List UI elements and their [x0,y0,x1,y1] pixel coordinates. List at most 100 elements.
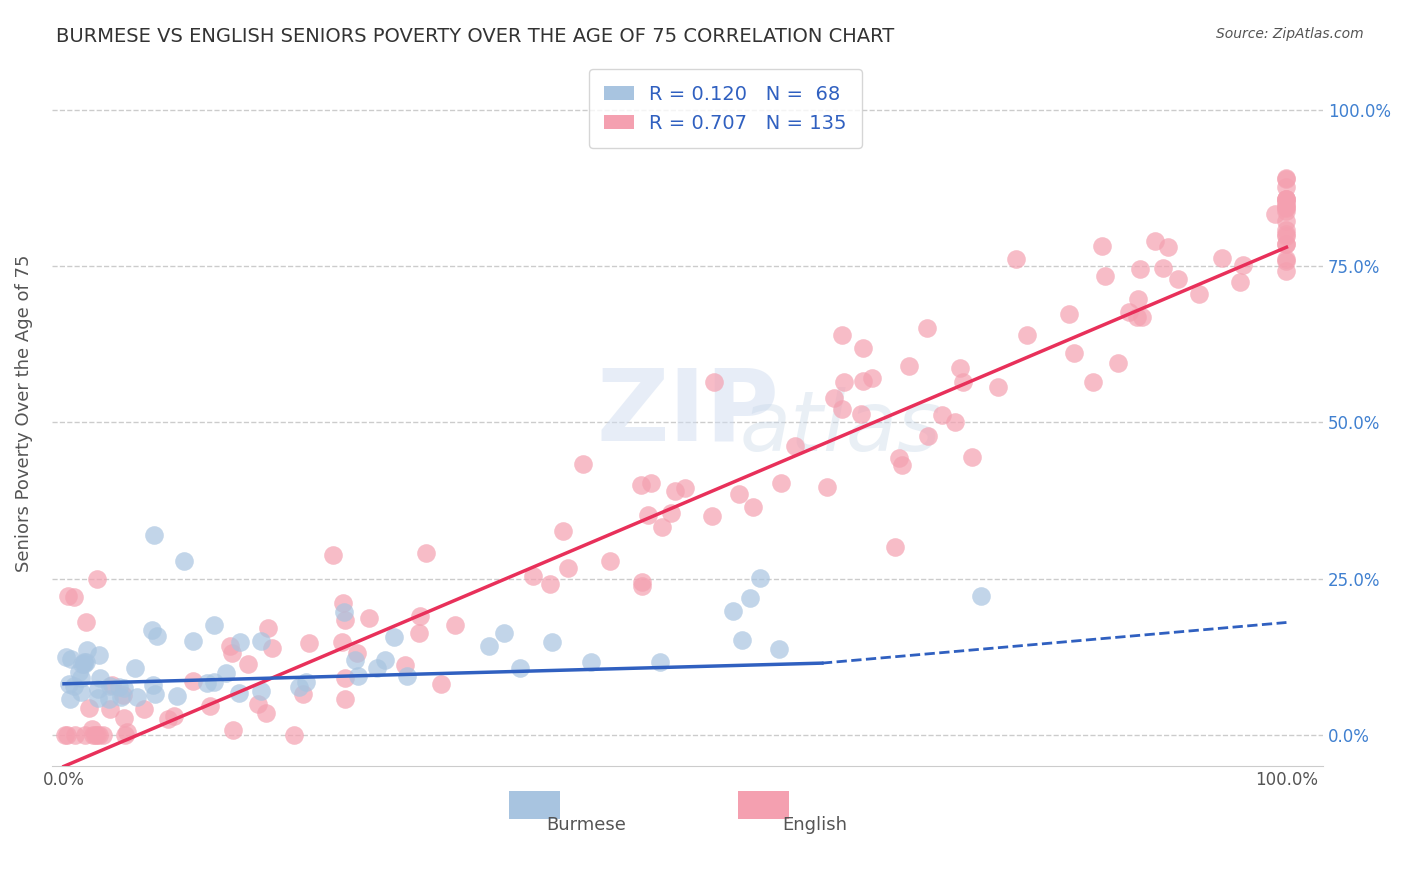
Point [553,524,575,539]
Point [115,725,138,739]
Point [166,689,188,703]
Point [69,685,91,699]
Point [494,625,516,640]
Point [783,439,806,453]
Point [664,483,686,498]
Point [1091,238,1114,252]
Point [1275,179,1298,194]
Y-axis label: Seniors Poverty Over the Age of 75: Seniors Poverty Over the Age of 75 [15,254,32,572]
Point [637,508,659,522]
Point [1275,170,1298,185]
Point [142,677,165,691]
Point [917,320,939,334]
FancyBboxPatch shape [509,791,561,820]
Point [260,640,283,655]
Point [538,576,561,591]
Point [142,528,165,542]
Point [1275,252,1298,267]
Point [1275,201,1298,215]
Point [87,682,110,697]
Point [415,546,437,560]
Point [1275,214,1298,228]
Point [1275,194,1298,209]
Point [298,636,321,650]
Point [295,675,318,690]
Text: BURMESE VS ENGLISH SENIORS POVERTY OVER THE AGE OF 75 CORRELATION CHART: BURMESE VS ENGLISH SENIORS POVERTY OVER … [56,27,894,45]
Point [960,450,983,464]
Point [1275,237,1298,252]
Point [108,680,131,694]
Point [728,487,751,501]
Point [738,591,761,605]
Point [1188,287,1211,301]
Point [1211,251,1233,265]
Point [721,604,744,618]
Point [288,680,311,694]
Point [599,554,621,568]
Point [1275,203,1298,218]
Point [366,661,388,675]
Point [100,678,122,692]
Point [897,359,920,373]
Point [145,687,167,701]
Point [111,688,134,702]
Text: English: English [782,816,846,834]
Point [86,572,108,586]
Point [931,408,953,422]
Point [579,656,602,670]
Point [59,651,82,665]
Point [509,660,531,674]
Point [917,428,939,442]
Point [86,728,108,742]
Point [852,374,875,388]
Point [1063,346,1085,360]
Point [56,728,79,742]
Point [1275,192,1298,206]
Point [221,646,243,660]
Point [1275,200,1298,214]
Point [1275,264,1298,278]
Point [630,478,652,492]
Point [1125,310,1147,324]
Point [83,728,105,742]
Point [112,711,135,725]
Point [1275,236,1298,251]
Point [1275,227,1298,241]
Legend: R = 0.120   N =  68, R = 0.707   N = 135: R = 0.120 N = 68, R = 0.707 N = 135 [589,70,862,148]
Point [254,706,277,721]
Point [557,561,579,575]
Point [374,653,396,667]
Point [1152,260,1174,275]
Point [250,683,273,698]
Point [72,657,94,672]
Point [58,589,80,603]
Point [1118,305,1140,319]
Point [77,701,100,715]
Point [89,648,111,663]
Point [768,642,790,657]
Point [408,626,430,640]
Point [815,480,838,494]
Point [444,618,467,632]
Point [249,634,271,648]
Point [214,665,236,680]
Point [89,672,111,686]
Point [1143,234,1166,248]
Point [283,728,305,742]
Point [891,458,914,472]
Point [63,679,86,693]
Point [749,571,772,585]
Point [429,677,451,691]
Point [1132,310,1154,324]
Point [125,690,148,704]
Point [80,722,103,736]
Point [1275,228,1298,243]
Point [63,728,86,742]
Point [343,653,366,667]
Text: atlas: atlas [740,386,941,467]
Point [82,728,104,742]
Point [333,605,356,619]
Point [229,635,252,649]
Point [1059,306,1081,320]
Point [134,702,156,716]
